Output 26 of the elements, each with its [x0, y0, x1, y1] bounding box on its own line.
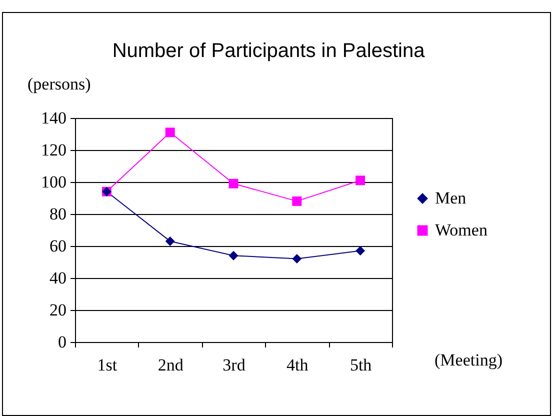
- legend-label: Women: [435, 220, 488, 240]
- y-tick-label: 40: [50, 268, 66, 288]
- y-tick-label: 60: [50, 236, 66, 256]
- y-tick-label: 140: [41, 108, 66, 128]
- x-tick-label: 3rd: [222, 356, 246, 374]
- point: [228, 178, 238, 188]
- y-tick-label: 100: [41, 172, 66, 192]
- x-tick-label: 2nd: [158, 356, 184, 374]
- x-tick-label: 5th: [350, 356, 372, 374]
- point: [356, 176, 366, 186]
- point: [165, 236, 175, 246]
- point: [228, 250, 238, 260]
- x-tick-label: 4th: [286, 356, 309, 374]
- x-tick-label: 1st: [97, 356, 118, 374]
- point: [356, 246, 366, 256]
- y-tick-label: 20: [50, 300, 66, 320]
- y-tick-label: 120: [41, 140, 66, 160]
- point: [165, 128, 175, 138]
- point: [292, 196, 302, 206]
- point: [292, 254, 302, 264]
- legend-label: Men: [435, 188, 467, 208]
- y-tick-label: 80: [50, 204, 66, 224]
- y-axis-title: (persons): [28, 74, 91, 94]
- chart-title: Number of Participants in Palestina: [112, 40, 426, 62]
- x-axis-title: (Meeting): [434, 350, 502, 370]
- y-tick-label: 0: [58, 332, 66, 352]
